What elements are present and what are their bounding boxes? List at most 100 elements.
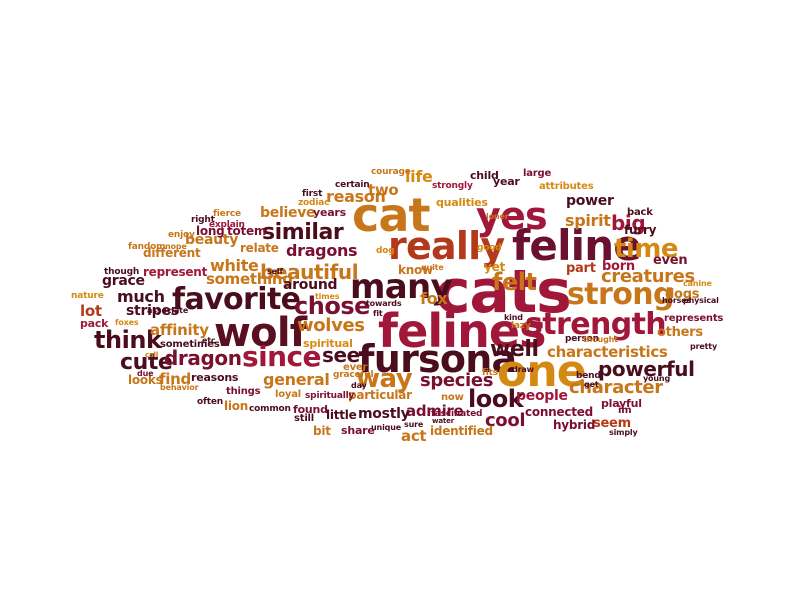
cloud-word: large: [523, 168, 552, 179]
cloud-word: one: [497, 346, 587, 397]
cloud-word: many: [350, 267, 453, 307]
cloud-word: people: [516, 388, 568, 404]
cloud-word: though: [104, 267, 140, 277]
cloud-word: find: [159, 370, 191, 388]
cloud-word: cute: [120, 350, 173, 375]
cloud-word: dragons: [286, 241, 358, 260]
cloud-word: towards: [366, 299, 402, 308]
cloud-word: simply: [609, 428, 638, 437]
cloud-word: pretty: [690, 342, 718, 351]
cloud-word: found: [293, 403, 328, 416]
cloud-word: times: [315, 292, 340, 301]
cloud-word: particular: [348, 388, 412, 402]
cloud-word: cat: [352, 188, 430, 242]
cloud-word: species: [420, 370, 494, 391]
cloud-word: years: [313, 206, 346, 219]
cloud-word: look: [468, 385, 524, 413]
cloud-word: common: [249, 404, 291, 414]
cloud-word: power: [566, 193, 614, 209]
cloud-word: felines: [378, 304, 547, 358]
cloud-word: fierce: [213, 209, 241, 219]
cloud-word: beauty: [185, 232, 239, 248]
cloud-word: dog: [376, 246, 395, 256]
cloud-word: physical: [683, 296, 719, 305]
cloud-word: lot: [80, 302, 102, 320]
cloud-word: relate: [240, 241, 279, 255]
cloud-word: others: [657, 325, 703, 340]
cloud-word: person: [565, 334, 599, 344]
cloud-word: connected: [525, 405, 594, 419]
cloud-word: reasons: [191, 371, 239, 384]
cloud-word: totem: [227, 224, 267, 238]
cloud-word: way: [356, 364, 413, 394]
cloud-word: reason: [326, 187, 386, 206]
cloud-word: foxes: [115, 318, 139, 327]
cloud-word: share: [341, 424, 375, 437]
cloud-word: long: [196, 224, 225, 238]
cloud-word: unique: [371, 423, 402, 432]
cloud-word: ever: [343, 362, 368, 373]
cloud-word: bend: [576, 371, 601, 381]
cloud-word: fox: [420, 289, 448, 308]
cloud-word: general: [263, 370, 330, 389]
cloud-word: fits: [482, 368, 498, 378]
cloud-word: young: [643, 374, 671, 383]
cloud-word: year: [493, 175, 520, 188]
cloud-word: sure: [404, 420, 424, 429]
cloud-word: enjoy: [168, 230, 195, 240]
cloud-word: dragon: [164, 346, 242, 370]
cloud-word: two: [368, 181, 399, 199]
cloud-word: explain: [209, 220, 245, 230]
cloud-word: quite: [421, 263, 444, 272]
cloud-word: due: [137, 369, 154, 378]
cloud-word: something: [206, 270, 293, 288]
cloud-word: get: [584, 380, 599, 389]
cloud-word: identified: [430, 424, 493, 438]
cloud-word: first: [302, 189, 323, 199]
cloud-word: spiritually: [305, 391, 355, 401]
cloud-word: child: [470, 169, 499, 182]
cloud-word: fascinated: [431, 409, 483, 419]
cloud-word: felt: [492, 268, 537, 296]
cloud-word: bit: [313, 424, 331, 438]
cloud-word: much: [117, 287, 165, 306]
cloud-word: dogs: [665, 287, 700, 302]
cloud-word: canine: [683, 279, 712, 288]
cloud-word: see: [322, 343, 360, 367]
cloud-word: believe: [260, 205, 316, 221]
cloud-word: horses: [662, 296, 692, 305]
cloud-word: strongly: [432, 181, 473, 191]
cloud-word: really: [388, 224, 505, 268]
cloud-word: yet: [484, 260, 505, 274]
cloud-word: fandom: [128, 242, 166, 252]
cloud-word: self: [267, 267, 283, 276]
cloud-word: im: [618, 405, 632, 416]
cloud-word: nature: [71, 291, 104, 301]
cloud-word: looks: [128, 373, 163, 387]
cloud-word: strength: [525, 307, 667, 342]
cloud-word: wolf: [214, 310, 307, 356]
cloud-word: etc: [202, 336, 216, 345]
cloud-word: still: [294, 413, 315, 424]
cloud-word: represent: [143, 265, 208, 279]
cloud-word: strong: [567, 277, 674, 312]
cloud-word: around: [283, 277, 338, 293]
cloud-word: know: [398, 263, 433, 277]
cloud-word: back: [627, 207, 653, 218]
cloud-word: since: [242, 340, 322, 373]
cloud-word: day: [351, 381, 367, 390]
cloud-word: wolves: [297, 315, 365, 336]
cloud-word: part: [566, 261, 596, 276]
cloud-word: characteristics: [547, 343, 668, 361]
cloud-word: creatures: [601, 266, 695, 287]
cloud-word: cats: [435, 257, 572, 327]
cloud-word: attributes: [539, 181, 594, 192]
cloud-word: white: [210, 256, 259, 275]
cloud-word: courage: [371, 167, 411, 177]
cloud-word: loyal: [275, 389, 301, 400]
cloud-word: lion: [224, 399, 249, 413]
cloud-word: certain: [335, 180, 370, 190]
cloud-word: pack: [80, 317, 109, 330]
cloud-word: fit: [373, 309, 383, 318]
